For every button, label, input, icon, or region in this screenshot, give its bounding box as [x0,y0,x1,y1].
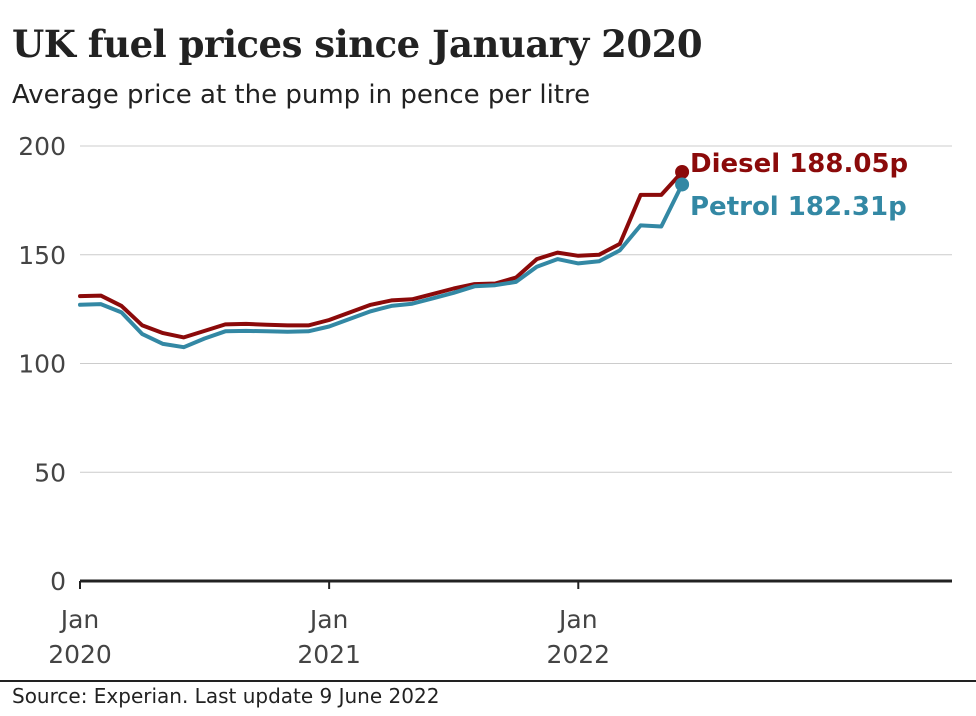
series-lines [80,172,682,347]
y-tick-label: 0 [50,567,66,596]
end-marker-diesel [675,165,689,179]
x-tick-label-month: Jan [59,605,100,634]
source-note: Source: Experian. Last update 9 June 202… [12,684,439,708]
x-tick-label-month: Jan [557,605,598,634]
series-labels: Diesel 188.05p Petrol 182.31p [690,149,908,222]
line-chart: 0 50 100 150 200 Jan 2020 Jan 2021 Jan 2022 Diese… [0,0,976,680]
series-label-diesel: Diesel 188.05p [690,149,908,179]
y-axis-tick-labels: 0 50 100 150 200 [18,132,66,596]
y-tick-label: 50 [34,458,66,487]
end-marker-petrol [675,177,689,191]
series-line-petrol [80,185,682,348]
series-label-petrol: Petrol 182.31p [690,192,907,222]
x-axis-ticks: Jan 2020 Jan 2021 Jan 2022 [48,581,610,669]
x-tick-label-year: 2022 [546,640,610,669]
y-tick-label: 100 [18,350,66,379]
y-tick-label: 200 [18,132,66,161]
x-tick-label-year: 2021 [297,640,361,669]
x-tick-label-year: 2020 [48,640,112,669]
y-tick-label: 150 [18,241,66,270]
footer-divider [0,680,976,682]
x-tick-label-month: Jan [308,605,349,634]
